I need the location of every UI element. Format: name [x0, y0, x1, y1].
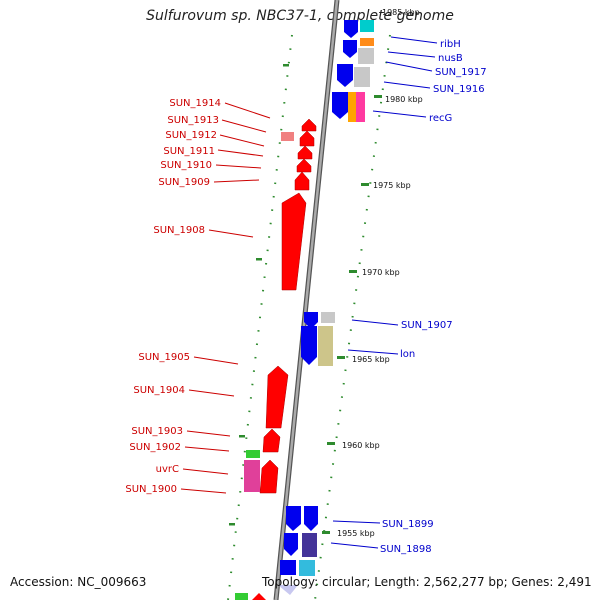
- label-recg: recG: [429, 113, 452, 124]
- gene-sun1900[interactable]: [259, 459, 279, 494]
- gene-nusb[interactable]: [360, 38, 374, 46]
- label-sun1908: SUN_1908: [153, 225, 205, 236]
- forward-strand-genes: [278, 20, 374, 595]
- gene-recg-gold[interactable]: [348, 92, 356, 122]
- label-sun1916: SUN_1916: [433, 84, 485, 95]
- forward-leader-lines: [330, 36, 438, 549]
- label-sun1914: SUN_1914: [169, 98, 221, 109]
- gene-bottom-red[interactable]: [252, 593, 266, 600]
- gene-sun1910[interactable]: [296, 158, 312, 173]
- label-sun1905: SUN_1905: [138, 352, 190, 363]
- gene-sun1899[interactable]: [286, 506, 301, 531]
- label-sun1907: SUN_1907: [401, 320, 453, 331]
- gene-sun1907-grey[interactable]: [321, 312, 335, 323]
- gene-bottom-green[interactable]: [235, 593, 248, 600]
- gene-lon[interactable]: [318, 326, 333, 366]
- gene-bottom-cyan[interactable]: [299, 560, 315, 576]
- reverse-leader-lines: [180, 102, 271, 494]
- reverse-strand-genes: [235, 118, 317, 600]
- label-sun1904: SUN_1904: [133, 385, 185, 396]
- gene-sun1907[interactable]: [304, 312, 318, 329]
- gene-recg[interactable]: [356, 92, 365, 122]
- label-ribh: ribH: [440, 39, 461, 50]
- gene-sun1898-purple[interactable]: [302, 533, 317, 557]
- gene-sun1914[interactable]: [301, 118, 317, 132]
- tick-label-1960: 1960 kbp: [342, 441, 380, 450]
- genome-title: Sulfurovum sp. NBC37-1, complete genome: [146, 8, 454, 24]
- gene-uvrc-top[interactable]: [246, 450, 260, 458]
- gene-top-cyan[interactable]: [360, 20, 374, 32]
- gene-sun1917-blue[interactable]: [337, 64, 353, 87]
- label-sun1911: SUN_1911: [163, 146, 215, 157]
- label-sun1900: SUN_1900: [125, 484, 177, 495]
- label-sun1899: SUN_1899: [382, 519, 434, 530]
- tick-label-1975: 1975 kbp: [373, 181, 411, 190]
- gene-top-blue-a[interactable]: [344, 20, 358, 38]
- gene-sun1912[interactable]: [281, 132, 294, 141]
- label-sun1917: SUN_1917: [435, 67, 487, 78]
- label-sun1903: SUN_1903: [131, 426, 183, 437]
- gene-sun1916[interactable]: [354, 67, 370, 87]
- dotted-track-right: [314, 34, 391, 600]
- label-sun1910: SUN_1910: [160, 160, 212, 171]
- topology-text: Topology: circular; Length: 2,562,277 bp…: [262, 575, 592, 589]
- gene-sun1908[interactable]: [281, 192, 307, 291]
- gene-uvrc[interactable]: [244, 460, 260, 492]
- label-uvrc: uvrC: [156, 464, 179, 475]
- label-sun1902: SUN_1902: [129, 442, 181, 453]
- label-sun1898: SUN_1898: [380, 544, 432, 555]
- tick-label-1965: 1965 kbp: [352, 355, 390, 364]
- label-lon: lon: [400, 349, 415, 360]
- gene-bottom-blue-a[interactable]: [280, 560, 296, 575]
- tick-label-1970: 1970 kbp: [362, 268, 400, 277]
- label-sun1912: SUN_1912: [165, 130, 217, 141]
- gene-lon-blue[interactable]: [301, 326, 317, 365]
- accession-text: Accession: NC_009663: [10, 575, 147, 589]
- gene-sun1899-b[interactable]: [304, 506, 318, 531]
- gene-sun1905[interactable]: [265, 365, 289, 429]
- label-sun1909: SUN_1909: [158, 177, 210, 188]
- gene-bottom-lav[interactable]: [278, 585, 298, 595]
- label-sun1913: SUN_1913: [167, 115, 219, 126]
- gene-sun1917[interactable]: [358, 48, 374, 64]
- label-nusb: nusB: [438, 53, 463, 64]
- gene-ribh[interactable]: [343, 40, 357, 58]
- tick-label-1985: 1985 kbp: [382, 8, 420, 17]
- tick-label-1980: 1980 kbp: [385, 95, 423, 104]
- gene-sun1909[interactable]: [294, 171, 310, 191]
- dotted-track-left: [227, 34, 293, 600]
- genome-backbone: [273, 0, 340, 600]
- gene-sun1898[interactable]: [284, 533, 298, 556]
- gene-sun1903[interactable]: [262, 428, 281, 453]
- gene-recg-blue[interactable]: [332, 92, 348, 119]
- gene-sun1911[interactable]: [297, 145, 313, 160]
- gene-sun1913[interactable]: [299, 130, 315, 147]
- tick-marks: [229, 64, 382, 534]
- tick-label-1955: 1955 kbp: [337, 529, 375, 538]
